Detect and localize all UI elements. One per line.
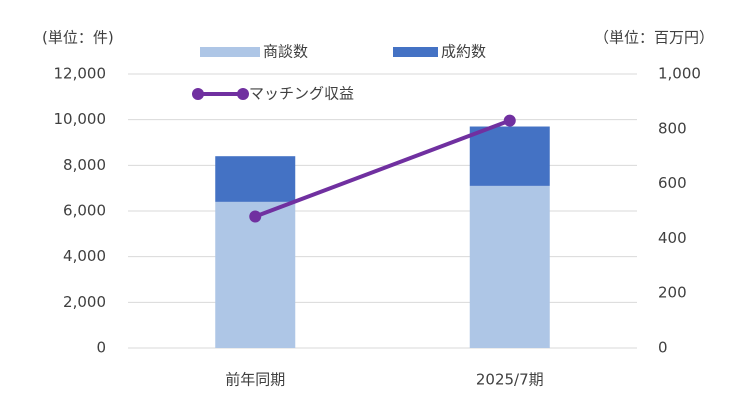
bar [469,185,550,348]
line [254,118,511,219]
line-marker [249,210,262,223]
x-tick-label: 前年同期 [225,371,285,389]
line-marker [503,114,516,127]
bar [215,201,296,348]
legend-marker [237,88,249,100]
y-tick-label: 2,000 [63,293,106,311]
y2-axis-label: （単位：百万円） [594,29,714,47]
y-tick-label: 8,000 [63,156,106,174]
y-tick-label: 12,000 [54,65,107,83]
y2-tick-label: 200 [658,284,687,302]
y2-tick-label: 1,000 [658,65,701,83]
y-tick-label: 4,000 [63,247,106,265]
legend-label: 商談数 [263,43,308,61]
y2-tick-label: 0 [658,339,668,357]
y-tick-label: 0 [96,339,106,357]
legend-swatch [393,47,438,57]
y2-tick-label: 400 [658,229,687,247]
legend-swatch [200,47,260,57]
bar [469,126,550,186]
y-tick-label: 10,000 [54,110,107,128]
y2-tick-label: 600 [658,174,687,192]
y-axis-label: (単位：件) [42,29,114,47]
x-tick-label: 2025/7期 [476,371,544,389]
legend-marker [192,88,204,100]
legend-label: 成約数 [441,43,486,61]
y-tick-label: 6,000 [63,202,106,220]
y2-tick-label: 800 [658,119,687,137]
legend-label: マッチング収益 [249,85,354,103]
bar [215,156,296,202]
